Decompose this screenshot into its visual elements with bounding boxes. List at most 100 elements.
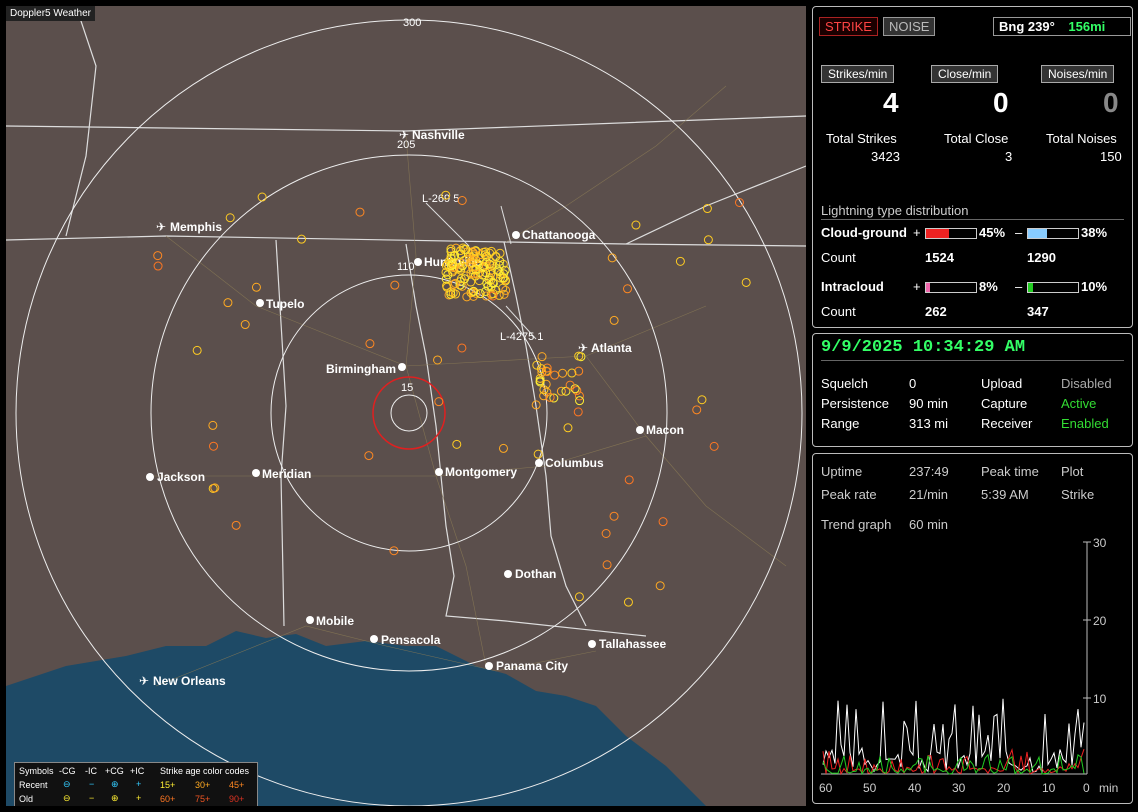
plot-value[interactable]: Strike [1061, 487, 1095, 502]
trend-x-tick-60: 60 [819, 781, 833, 795]
strike-marker [469, 286, 479, 296]
strike-marker [697, 395, 707, 405]
legend-symbols-label: Symbols [19, 766, 54, 776]
strike-marker [251, 282, 261, 292]
strike-marker [498, 283, 508, 293]
cg-neg-bar-fill [1028, 229, 1047, 238]
ic-neg-bar-fill [1028, 283, 1033, 292]
recent-pos-cg-icon: ⊕ [111, 779, 119, 789]
strikes-per-min-button[interactable]: Strikes/min [821, 65, 895, 83]
trend-y-tick-30: 30 [1093, 536, 1107, 550]
trend-graph-span[interactable]: 60 min [909, 517, 949, 532]
strike-marker [495, 248, 505, 258]
plot-label: Plot [1061, 464, 1084, 479]
strike-marker [446, 258, 456, 268]
strike-marker [240, 320, 250, 330]
strike-marker [499, 289, 509, 299]
strike-marker [478, 270, 488, 280]
city-columbus[interactable]: Columbus [535, 456, 604, 470]
strike-marker [364, 451, 374, 461]
city-pensacola[interactable]: Pensacola [370, 633, 441, 647]
strike-marker [223, 298, 233, 308]
strike-marker [476, 250, 486, 260]
ic-label: Intracloud [821, 279, 884, 294]
strike-marker [623, 597, 633, 607]
strike-marker [493, 265, 503, 275]
city-tallahassee[interactable]: Tallahassee [588, 637, 666, 651]
noise-button[interactable]: NOISE [883, 17, 936, 36]
strike-marker [574, 592, 584, 602]
city-nashville[interactable]: ✈ Nashville [399, 128, 465, 142]
radar-map[interactable]: 300 205 110 15 L-269 5 L-4275 1 ✈ Nashvil… [6, 6, 806, 806]
strike-marker [153, 251, 163, 261]
strike-button[interactable]: STRIKE [819, 17, 878, 36]
trend-x-tick-0: 0 [1083, 781, 1090, 795]
trend-ic-neg-line [822, 753, 1085, 776]
bearing-display: Bng 239° 156mi [993, 17, 1131, 36]
old-neg-cg-icon: ⊖ [63, 793, 71, 803]
city-jackson[interactable]: Jackson [146, 470, 205, 484]
strike-marker [573, 407, 583, 417]
cg-pos-bar [925, 228, 977, 239]
trend-panel: Uptime 237:49 Peak time Plot Peak rate 2… [812, 453, 1133, 804]
strike-marker [536, 364, 546, 374]
strike-marker [475, 289, 485, 299]
squelch-label: Squelch [821, 376, 868, 391]
strike-marker [450, 278, 460, 288]
capture-value: Active [1061, 396, 1097, 411]
uptime-value: 237:49 [909, 464, 949, 479]
legend-pos-ic: +IC [130, 766, 145, 776]
city-dothan[interactable]: Dothan [504, 567, 556, 581]
city-meridian[interactable]: Meridian [252, 467, 311, 481]
city-tupelo[interactable]: Tupelo [256, 297, 304, 311]
ic-pos-pct: 8% [979, 279, 998, 294]
strike-marker [734, 198, 744, 208]
ic-pos-bar [925, 282, 977, 293]
svg-text:Tupelo: Tupelo [266, 297, 304, 311]
legend-age-label: Strike age color codes [160, 766, 250, 776]
strike-marker [574, 351, 584, 361]
receiver-value: Enabled [1061, 416, 1109, 431]
city-mobile[interactable]: Mobile [306, 614, 354, 628]
city-atlanta[interactable]: ✈ Atlanta [578, 341, 632, 355]
total-strikes-value: 3423 [871, 149, 900, 164]
total-close-value: 3 [1005, 149, 1013, 164]
close-per-min-button[interactable]: Close/min [931, 65, 999, 83]
legend-pos-cg: +CG [105, 766, 124, 776]
strike-marker [483, 281, 493, 291]
city-birmingham[interactable]: Birmingham [326, 362, 406, 376]
strike-marker [741, 277, 751, 287]
strike-marker [567, 368, 577, 378]
city-montgomery[interactable]: Montgomery [435, 465, 517, 479]
city-memphis[interactable]: ✈ Memphis [156, 220, 222, 234]
distribution-divider [821, 219, 1124, 220]
trend-x-unit: min [1099, 781, 1118, 795]
close-ring [372, 376, 446, 450]
trend-x-tick-40: 40 [908, 781, 922, 795]
total-close-label: Total Close [944, 131, 1009, 146]
city-chattanooga[interactable]: Chattanooga [512, 228, 596, 242]
strike-marker [623, 284, 633, 294]
strike-marker [556, 386, 566, 396]
strike-markers [153, 190, 751, 607]
cg-neg-pct: 38% [1081, 225, 1108, 240]
legend-age-30: 30+ [195, 780, 211, 790]
strike-marker [484, 259, 494, 269]
strike-marker [537, 367, 547, 377]
city-panama-city[interactable]: Panama City [485, 659, 568, 673]
range-label-205: 205 [397, 139, 415, 151]
city-new-orleans[interactable]: ✈ New Orleans [139, 674, 226, 688]
state-borders [6, 6, 806, 637]
track-label-1: L-269 5 [422, 193, 459, 205]
trend-cg-pos-line [822, 747, 1085, 776]
ic-neg-count: 347 [1027, 304, 1049, 319]
old-neg-ic-icon: − [89, 793, 95, 803]
city-macon[interactable]: Macon [636, 423, 684, 437]
cg-neg-count: 1290 [1027, 250, 1056, 265]
svg-text:✈: ✈ [139, 674, 149, 688]
strike-marker [443, 270, 453, 280]
strike-marker [466, 259, 476, 269]
strike-marker [446, 261, 456, 271]
strike-marker [498, 443, 508, 453]
noises-per-min-button[interactable]: Noises/min [1041, 65, 1115, 83]
